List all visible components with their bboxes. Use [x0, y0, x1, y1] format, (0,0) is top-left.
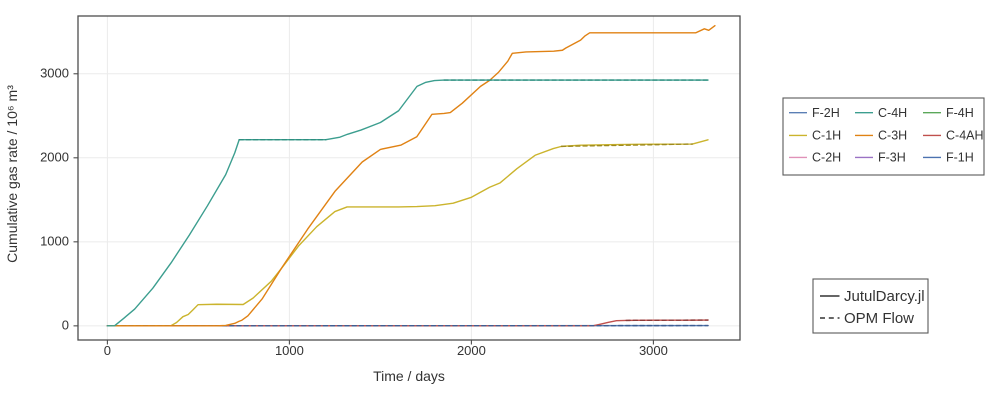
svg-text:OPM Flow: OPM Flow — [844, 310, 914, 327]
svg-text:Cumulative gas rate / 10⁶ m³: Cumulative gas rate / 10⁶ m³ — [4, 85, 20, 263]
svg-text:F-4H: F-4H — [946, 106, 974, 120]
svg-text:F-2H: F-2H — [812, 106, 840, 120]
svg-text:C-1H: C-1H — [812, 129, 841, 143]
svg-text:1000: 1000 — [275, 343, 304, 358]
svg-text:C-2H: C-2H — [812, 151, 841, 165]
svg-text:2000: 2000 — [40, 150, 69, 165]
svg-text:1000: 1000 — [40, 234, 69, 249]
svg-text:F-3H: F-3H — [878, 151, 906, 165]
svg-text:0: 0 — [104, 343, 111, 358]
svg-text:JutulDarcy.jl: JutulDarcy.jl — [844, 288, 925, 305]
svg-text:3000: 3000 — [40, 66, 69, 81]
svg-text:C-4AH: C-4AH — [946, 129, 984, 143]
svg-text:3000: 3000 — [639, 343, 668, 358]
svg-text:C-3H: C-3H — [878, 129, 907, 143]
svg-text:C-4H: C-4H — [878, 106, 907, 120]
svg-text:F-1H: F-1H — [946, 151, 974, 165]
svg-text:2000: 2000 — [457, 343, 486, 358]
svg-text:0: 0 — [62, 318, 69, 333]
svg-text:Time / days: Time / days — [373, 368, 445, 384]
